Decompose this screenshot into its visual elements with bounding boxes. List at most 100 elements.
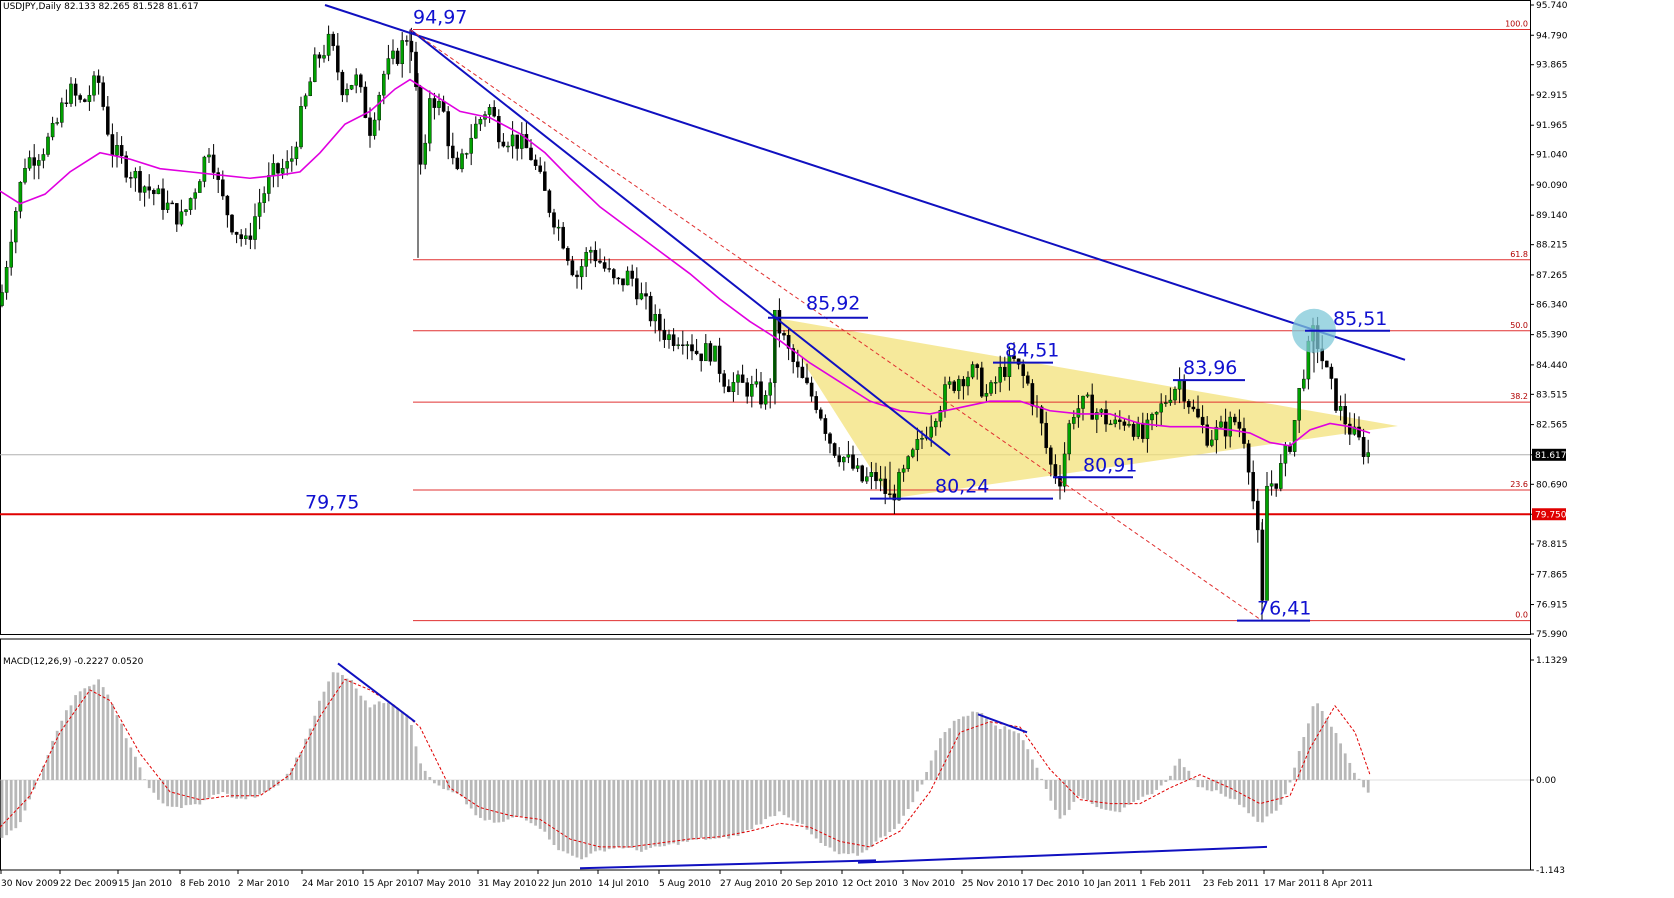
macd-histogram-bar [902,780,905,816]
macd-histogram-bar [1164,780,1168,782]
bearish-candle [1334,378,1338,411]
macd-histogram-bar [561,780,565,852]
bearish-candle [648,295,653,322]
macd-histogram-bar [893,780,896,830]
macd-histogram-bar [157,780,160,800]
bullish-candle [469,137,474,154]
macd-histogram-bar [1320,710,1324,780]
macd-histogram-bar [308,728,312,780]
macd-histogram-bar [1150,780,1154,795]
macd-histogram-bar [925,771,928,780]
macd-histogram-bar [1063,780,1066,816]
bearish-candle [1357,426,1361,438]
bearish-candle [234,231,239,235]
bullish-candle [869,472,874,477]
bearish-candle [828,433,832,444]
macd-histogram-bar [262,780,266,793]
main-frame [0,0,1531,635]
bullish-candle [1269,483,1274,487]
bearish-candle [73,83,78,96]
macd-histogram-bar [681,780,685,842]
bullish-candle [1214,426,1219,441]
bullish-candle [156,188,161,195]
macd-histogram-bar [676,780,680,845]
bullish-candle [1219,421,1223,428]
macd-histogram-bar [722,780,726,837]
macd-histogram-bar [1159,780,1163,786]
bullish-candle [897,472,901,501]
bullish-candle [1145,419,1150,439]
macd-histogram-bar [571,780,574,856]
bullish-candle [55,122,59,124]
macd-histogram-bar [414,746,418,780]
macd-histogram-bar [920,780,924,785]
bullish-candle [280,168,285,174]
time-tick-label: 10 Jan 2011 [1083,879,1137,889]
bullish-candle [878,478,883,482]
macd-histogram-bar [1348,762,1352,780]
bearish-candle [1347,423,1352,435]
macd-histogram-bar [883,780,887,837]
bullish-candle [290,158,294,162]
bullish-candle [193,192,198,199]
macd-histogram-bar [1104,780,1108,810]
macd-histogram-bar [1072,780,1076,802]
bullish-candle [731,382,736,393]
divergence-line [337,662,416,723]
bearish-candle [1232,416,1237,423]
bearish-candle [1025,375,1030,384]
bullish-candle [60,102,64,123]
steep-downtrend-line [409,28,951,457]
bullish-candle [0,292,4,306]
bearish-candle [276,163,280,174]
bearish-candle [368,117,372,136]
bullish-candle [50,122,55,138]
macd-histogram-bar [994,725,997,780]
macd-histogram-bar [239,780,243,799]
bearish-candle [1012,355,1016,359]
bullish-candle [423,142,428,165]
bearish-candle [727,386,731,393]
time-tick-label: 8 Apr 2011 [1323,879,1373,889]
macd-histogram-bar [943,732,947,780]
macd-histogram-bar [396,708,399,780]
macd-histogram-bar [1026,749,1030,780]
macd-histogram-bar [929,760,933,780]
macd-histogram-bar [1077,780,1080,797]
bullish-candle [1150,414,1154,421]
bullish-candle [478,119,483,125]
bearish-candle [1182,380,1186,402]
bullish-candle [464,153,469,155]
bearish-candle [786,335,791,349]
macd-histogram-bar [741,780,744,834]
bearish-candle [671,334,676,346]
bullish-candle [303,95,308,107]
bearish-candle [883,478,887,494]
macd-histogram-bar [1293,767,1296,780]
macd-histogram-bar [42,765,45,780]
macd-histogram-bar [331,672,335,780]
macd-histogram-bar [492,780,496,823]
bullish-candle [929,426,933,438]
bullish-candle [998,366,1002,383]
macd-histogram-bar [0,780,4,838]
bullish-candle [9,241,14,268]
macd-histogram-bar [1132,780,1135,802]
macd-histogram-bar [814,780,818,839]
bullish-candle [639,293,644,300]
macd-histogram-bar [975,712,979,780]
price-tag-label: 79.750 [1535,510,1567,520]
macd-histogram-bar [644,780,648,850]
time-tick-label: 1 Feb 2011 [1141,879,1191,889]
macd-histogram-bar [92,684,96,780]
macd-histogram-bar [479,780,482,818]
bullish-candle [437,100,441,108]
macd-tick-label: -1.143 [1536,866,1565,876]
macd-histogram-bar [1123,780,1126,808]
bearish-candle [1191,406,1196,410]
bullish-candle [989,382,993,394]
bearish-candle [359,74,363,88]
bullish-candle [197,181,202,193]
macd-histogram-bar [23,780,27,811]
bullish-candle [1085,394,1090,397]
